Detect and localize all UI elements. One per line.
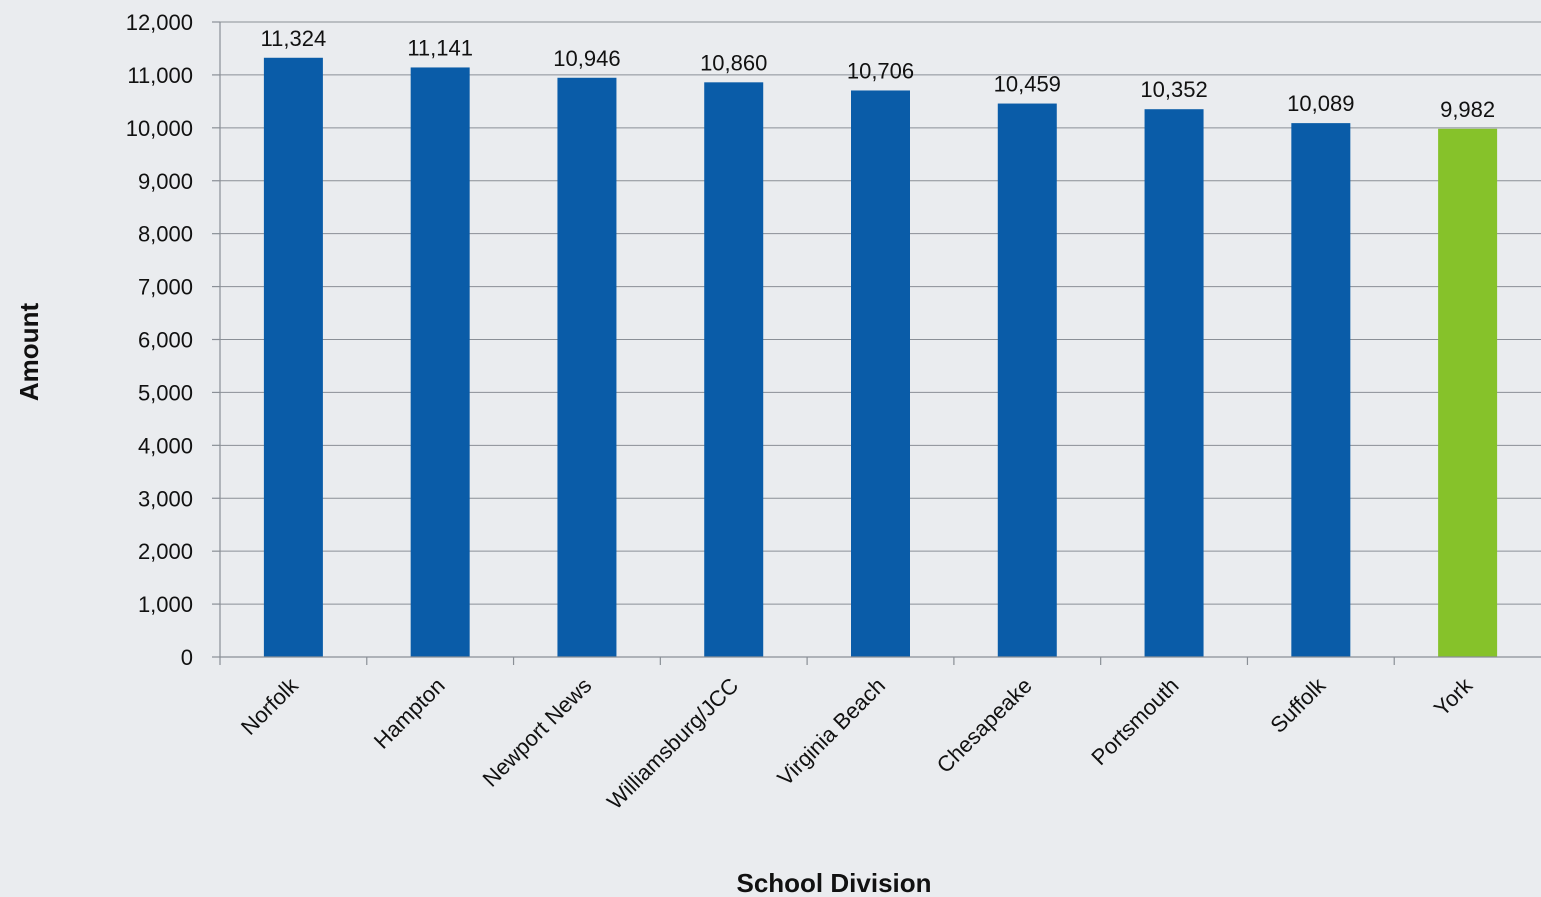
- data-label: 11,141: [407, 35, 473, 60]
- data-label: 9,982: [1440, 97, 1495, 122]
- y-axis-title: Amount: [14, 303, 44, 402]
- bar-portsmouth: [1144, 109, 1204, 657]
- axes: [212, 21, 1541, 665]
- y-tick-label: 12,000: [126, 10, 193, 35]
- data-label: 10,706: [847, 58, 914, 83]
- data-label: 10,459: [994, 72, 1061, 97]
- bars: [263, 57, 1498, 658]
- data-label: 10,089: [1287, 91, 1354, 116]
- y-tick-label: 10,000: [126, 116, 193, 141]
- y-tick-label: 9,000: [138, 169, 193, 194]
- x-tick-label: Williamsburg/JCC: [602, 673, 743, 814]
- y-tick-label: 1,000: [138, 592, 193, 617]
- x-axis-title: School Division: [736, 868, 931, 897]
- bar-virginia-beach: [851, 90, 910, 657]
- x-tick-label: Portsmouth: [1086, 673, 1183, 770]
- x-tick-label: Suffolk: [1265, 672, 1331, 738]
- x-tick-label: York: [1429, 672, 1478, 721]
- bar-williamsburg-jcc: [704, 82, 764, 657]
- x-tick-label: Norfolk: [236, 672, 304, 740]
- x-tick-label: Chesapeake: [932, 673, 1037, 778]
- y-tick-label: 0: [181, 645, 193, 670]
- bar-hampton: [410, 67, 470, 657]
- data-label: 11,324: [261, 26, 327, 51]
- data-label: 10,352: [1140, 77, 1207, 102]
- bar-york: [1438, 128, 1498, 657]
- y-tick-label: 5,000: [138, 380, 193, 405]
- y-tick-label: 3,000: [138, 486, 193, 511]
- y-tick-label: 4,000: [138, 433, 193, 458]
- y-tick-label: 6,000: [138, 328, 193, 353]
- bar-chesapeake: [997, 103, 1057, 658]
- x-tick-label: Newport News: [478, 673, 597, 792]
- x-tick-label: Hampton: [369, 673, 450, 754]
- labels: 0 1,000 2,000 3,000 4,000 5,000 6,000 7,000 8,00…: [126, 10, 1495, 814]
- y-tick-label: 8,000: [138, 222, 193, 247]
- data-label: 10,860: [700, 50, 767, 75]
- bar-suffolk: [1291, 123, 1351, 657]
- bar-norfolk: [263, 57, 323, 657]
- y-tick-label: 2,000: [138, 539, 193, 564]
- bar-newport-news: [557, 77, 617, 657]
- data-label: 10,946: [553, 46, 620, 71]
- y-tick-label: 7,000: [138, 275, 193, 300]
- y-tick-label: 11,000: [127, 63, 193, 88]
- x-tick-label: Virginia Beach: [772, 673, 890, 791]
